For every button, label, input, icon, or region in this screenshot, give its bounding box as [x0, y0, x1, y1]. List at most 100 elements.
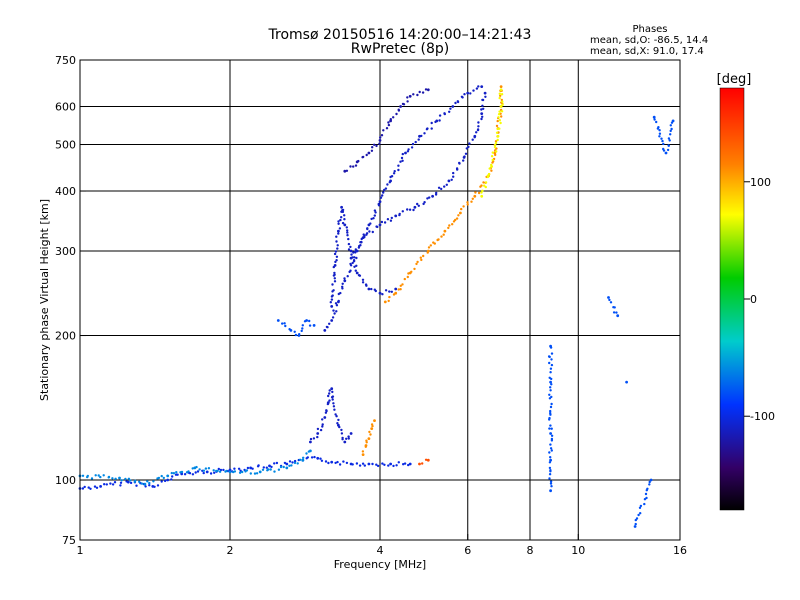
data-point — [548, 397, 552, 400]
colorbar-tick-label: 100 — [750, 176, 771, 189]
phases-title: Phases — [632, 24, 668, 35]
data-point — [316, 427, 320, 431]
data-point — [656, 127, 660, 130]
data-point — [440, 235, 443, 238]
data-point — [455, 217, 459, 220]
data-point — [367, 437, 371, 440]
data-point — [369, 222, 372, 225]
data-point — [187, 470, 190, 473]
data-point — [361, 281, 365, 284]
data-point — [328, 392, 331, 395]
data-point — [368, 230, 371, 233]
data-point — [498, 119, 501, 122]
data-point — [401, 210, 404, 213]
data-point — [340, 216, 343, 219]
data-point — [670, 121, 674, 124]
data-point — [425, 128, 429, 131]
data-point — [293, 459, 297, 463]
data-point — [166, 474, 170, 478]
data-point — [412, 93, 415, 96]
data-point — [383, 463, 386, 466]
data-point — [293, 461, 297, 465]
data-point — [225, 469, 228, 473]
data-point — [363, 236, 366, 239]
data-point — [397, 461, 400, 464]
data-point — [493, 146, 497, 149]
data-point — [390, 175, 394, 178]
data-point — [370, 427, 374, 430]
data-point — [450, 178, 453, 181]
data-point — [497, 116, 500, 119]
data-point — [275, 461, 279, 465]
data-point — [341, 210, 345, 214]
data-point — [392, 293, 396, 296]
data-point — [373, 209, 377, 212]
data-point — [233, 470, 237, 473]
data-point — [549, 346, 553, 349]
data-point — [473, 136, 476, 139]
data-point — [228, 468, 232, 472]
data-point — [662, 142, 665, 146]
data-point — [109, 482, 112, 485]
data-point — [378, 142, 381, 145]
data-point — [382, 129, 385, 132]
data-point — [643, 502, 646, 506]
data-point — [389, 118, 392, 121]
data-point — [472, 89, 475, 92]
data-point — [238, 471, 242, 474]
data-point — [412, 208, 415, 212]
data-point — [426, 458, 430, 462]
data-point — [258, 470, 262, 474]
data-point — [655, 120, 658, 124]
data-point — [337, 229, 340, 233]
data-point — [408, 94, 412, 98]
data-point — [429, 244, 432, 247]
colorbar-ticks: 100 0 -100 — [744, 176, 775, 423]
data-point — [499, 105, 503, 108]
data-point — [466, 201, 469, 204]
data-point — [385, 127, 389, 130]
data-point — [160, 474, 163, 478]
data-point — [487, 172, 491, 176]
data-point — [375, 463, 378, 466]
data-point — [129, 479, 132, 482]
data-point — [549, 380, 552, 384]
data-point — [548, 427, 551, 430]
data-point — [397, 109, 401, 112]
data-point — [426, 197, 429, 200]
data-point — [383, 221, 387, 224]
data-point — [319, 457, 322, 460]
data-point — [191, 467, 194, 470]
data-point — [490, 169, 493, 172]
data-point — [645, 496, 648, 500]
data-point — [549, 432, 552, 435]
data-point — [355, 256, 358, 260]
data-point — [355, 271, 359, 275]
data-point — [308, 324, 312, 327]
data-point — [349, 269, 352, 272]
data-point — [639, 512, 642, 515]
data-point — [325, 409, 328, 412]
data-point — [321, 425, 324, 428]
data-point — [465, 147, 468, 150]
data-point — [452, 175, 455, 178]
data-point — [549, 482, 553, 485]
data-point — [501, 103, 504, 106]
data-point — [495, 124, 499, 128]
data-point — [392, 172, 396, 175]
data-point — [347, 437, 350, 440]
data-point — [367, 151, 371, 155]
data-point — [481, 189, 484, 192]
data-point — [447, 179, 451, 183]
data-point — [341, 285, 344, 288]
data-point — [422, 254, 425, 258]
data-point — [403, 277, 406, 281]
data-point — [331, 316, 335, 319]
data-point — [361, 450, 365, 453]
data-point — [319, 428, 323, 432]
data-point — [371, 146, 374, 149]
data-point — [389, 219, 393, 222]
data-point — [416, 260, 419, 264]
data-point — [349, 245, 352, 249]
data-point — [340, 428, 343, 432]
